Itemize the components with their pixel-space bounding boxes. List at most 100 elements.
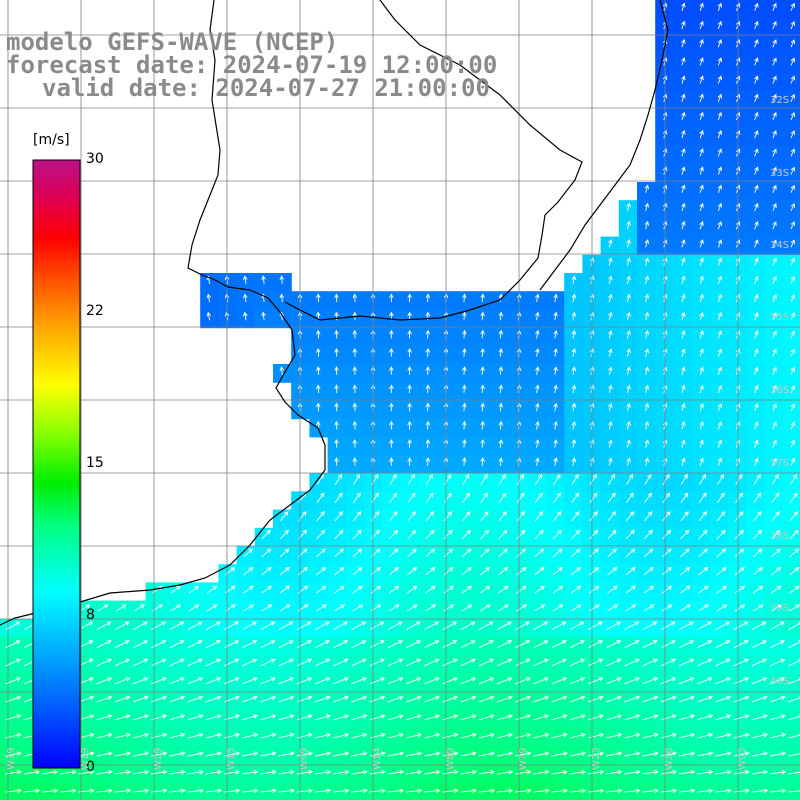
wind-arrow: [553, 439, 558, 448]
wind-arrow: [279, 604, 291, 612]
wind-arrow: [754, 20, 759, 30]
wind-arrow: [534, 548, 545, 558]
wind-arrow: [571, 384, 577, 394]
wind-arrow: [425, 366, 431, 375]
wind-arrow: [169, 769, 186, 775]
wind-arrow: [424, 695, 440, 703]
wind-arrow: [205, 714, 222, 721]
wind-arrow: [642, 732, 659, 739]
wind-arrow: [389, 293, 394, 303]
wind-arrow: [699, 275, 704, 284]
wind-arrow: [771, 548, 781, 558]
wind-arrow: [697, 621, 713, 630]
wind-arrow: [132, 769, 150, 775]
wind-arrow: [789, 548, 799, 558]
wind-arrow: [406, 658, 422, 667]
wind-arrow: [278, 621, 294, 630]
wind-arrow: [516, 585, 527, 594]
wind-arrow: [315, 366, 321, 375]
wind-arrow: [770, 640, 786, 649]
wind-arrow: [569, 640, 585, 649]
wind-arrow: [606, 788, 623, 794]
wind-arrow: [462, 473, 470, 485]
wind-arrow: [351, 769, 368, 775]
wind-arrow: [607, 511, 617, 522]
wind-arrow: [699, 457, 704, 466]
wind-arrow: [624, 732, 641, 739]
wind-arrow: [569, 769, 587, 775]
wind-arrow: [261, 585, 272, 594]
wind-arrow: [608, 275, 613, 284]
wind-arrow: [716, 492, 725, 503]
wind-cell: [254, 618, 274, 638]
lat-label: 38S: [770, 531, 790, 542]
wind-arrow: [278, 751, 295, 757]
wind-arrow: [769, 695, 786, 703]
wind-arrow: [352, 585, 363, 594]
wind-arrow: [334, 529, 344, 540]
wind-arrow: [790, 20, 795, 30]
wind-arrow: [462, 384, 467, 394]
wind-arrow: [571, 275, 577, 284]
wind-arrow: [681, 402, 686, 412]
wind-arrow: [772, 312, 777, 321]
wind-arrow: [261, 567, 272, 576]
wind-arrow: [681, 293, 686, 303]
wind-arrow: [387, 677, 404, 685]
wind-arrow: [480, 384, 485, 394]
wind-arrow: [133, 640, 149, 649]
wind-arrow: [296, 788, 314, 794]
wind-arrow: [334, 366, 339, 375]
wind-arrow: [681, 93, 686, 102]
wind-arrow: [643, 585, 655, 594]
wind-arrow: [498, 293, 504, 303]
wind-arrow: [553, 402, 558, 412]
wind-arrow: [223, 677, 240, 685]
wind-arrow: [624, 640, 640, 649]
wind-arrow: [660, 621, 676, 630]
wind-arrow: [733, 695, 750, 703]
wind-arrow: [242, 677, 258, 685]
wind-arrow: [608, 293, 613, 303]
wind-arrow: [407, 384, 412, 394]
wind-arrow: [606, 769, 623, 775]
wind-arrow: [369, 658, 385, 667]
wind-arrow: [425, 492, 434, 503]
wind-cell: [236, 618, 256, 638]
wind-arrow: [315, 329, 321, 339]
wind-arrow: [515, 751, 532, 757]
wind-arrow: [96, 714, 113, 721]
wind-arrow: [679, 658, 695, 667]
wind-arrow: [717, 330, 723, 339]
wind-arrow: [788, 732, 800, 739]
wind-arrow: [771, 492, 780, 503]
wind-arrow: [535, 348, 540, 357]
wind-arrow: [515, 621, 531, 630]
wind-arrow: [589, 492, 598, 503]
wind-arrow: [789, 473, 797, 485]
wind-arrow: [553, 420, 558, 430]
wind-arrow: [570, 604, 582, 612]
wind-cell: [163, 618, 183, 638]
wind-arrow: [206, 311, 212, 321]
wind-arrow: [242, 658, 258, 667]
wind-arrow: [681, 457, 686, 466]
wind-arrow: [370, 567, 381, 576]
wind-arrow: [679, 604, 691, 612]
wind-arrow: [533, 751, 550, 757]
wind-arrow: [734, 604, 746, 612]
wind-arrow: [772, 221, 777, 230]
wind-arrow: [498, 529, 508, 540]
wind-arrow: [698, 492, 707, 503]
wind-arrow: [788, 677, 800, 685]
wind-arrow: [589, 473, 597, 485]
wind-arrow: [754, 202, 759, 212]
wind-arrow: [699, 421, 704, 430]
wind-arrow: [314, 714, 331, 721]
wind-arrow: [644, 275, 650, 284]
wind-arrow: [772, 348, 777, 357]
wind-arrow: [114, 751, 132, 757]
wind-arrow: [478, 751, 496, 757]
wind-cell: [600, 618, 620, 638]
